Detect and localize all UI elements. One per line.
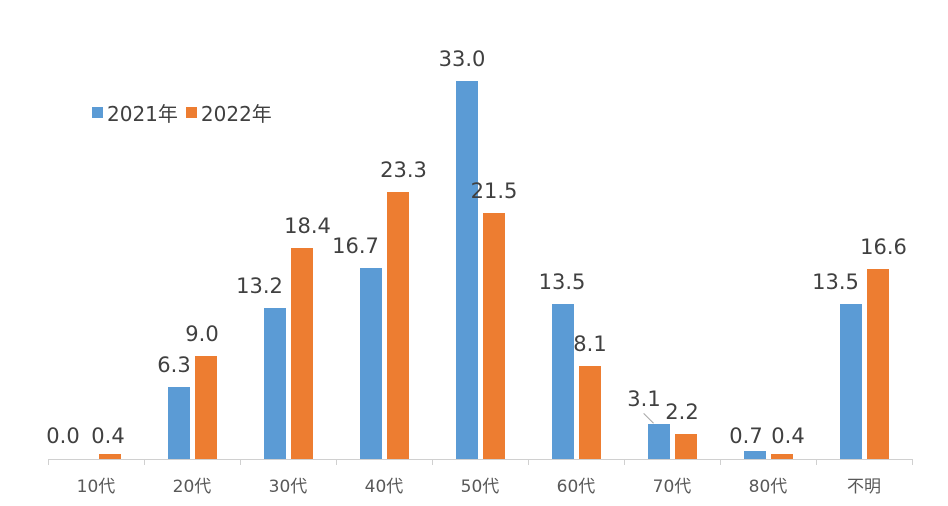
data-label-2021: 13.2 <box>236 273 283 298</box>
x-axis-label: 60代 <box>556 477 596 497</box>
bar-2022 <box>290 248 313 459</box>
x-axis-label: 40代 <box>364 477 404 497</box>
x-axis-tick <box>336 459 337 465</box>
legend-swatch-2022 <box>185 107 197 118</box>
bar-2022 <box>482 212 505 459</box>
data-label-2022: 21.5 <box>470 178 518 203</box>
x-axis-label: 不明 <box>847 477 881 497</box>
legend-label-2022: 2022年 <box>200 102 272 126</box>
x-axis-tick <box>240 459 241 465</box>
legend-item-2021: 2021年 <box>92 98 178 127</box>
x-axis-tick <box>720 459 721 465</box>
bar-2022 <box>194 355 217 459</box>
x-axis-label: 20代 <box>172 477 212 497</box>
bar-2022 <box>386 192 409 459</box>
chart-legend: 2021年 2022年 <box>92 98 280 127</box>
x-axis-tick <box>144 459 145 465</box>
x-axis-label: 30代 <box>268 477 308 497</box>
x-axis-tick <box>432 459 433 465</box>
data-label-2021: 13.5 <box>812 270 859 295</box>
bar-2022 <box>578 366 601 459</box>
data-label-2021: 0.0 <box>46 424 80 448</box>
bar-2021 <box>359 267 382 459</box>
data-label-2021: 0.7 <box>729 424 763 448</box>
bar-2021 <box>167 386 190 459</box>
data-label-2022: 18.4 <box>284 214 331 239</box>
bar-2021 <box>263 307 286 459</box>
x-axis-tick <box>816 459 817 465</box>
data-label-2022: 23.3 <box>380 158 427 183</box>
bar-2022 <box>98 454 121 459</box>
x-axis-label: 80代 <box>748 477 788 497</box>
bar-2022 <box>866 268 889 459</box>
legend-swatch-2021 <box>92 107 103 118</box>
data-label-2021: 33.0 <box>438 47 486 72</box>
data-label-2022: 9.0 <box>185 321 219 346</box>
bar-2022 <box>674 433 697 459</box>
data-label-2022: 0.4 <box>91 424 125 448</box>
bar-2021 <box>743 450 766 459</box>
legend-label-2021: 2021年 <box>107 102 178 126</box>
data-label-2022: 0.4 <box>771 424 805 448</box>
x-axis-tick <box>48 459 49 465</box>
x-axis-tick <box>528 459 529 465</box>
bar-2021 <box>551 304 574 459</box>
x-axis-tick <box>912 459 913 465</box>
legend-item-2022: 2022年 <box>185 98 272 127</box>
x-axis-label: 10代 <box>76 477 116 497</box>
bar-2021 <box>647 423 670 459</box>
data-label-2021: 6.3 <box>157 352 191 377</box>
x-axis-line <box>48 459 912 460</box>
bar-2021 <box>455 81 478 459</box>
data-label-2021: 3.1 <box>627 387 661 411</box>
x-axis-label: 50代 <box>460 477 500 497</box>
data-label-2022: 16.6 <box>860 234 907 259</box>
data-label-leader-line <box>643 413 654 424</box>
data-label-2021: 16.7 <box>332 233 379 258</box>
x-axis-label: 70代 <box>652 477 692 497</box>
data-label-2021: 13.5 <box>538 270 586 295</box>
bar-2021 <box>839 304 862 459</box>
data-label-2022: 8.1 <box>573 332 607 357</box>
x-axis-tick <box>624 459 625 465</box>
data-label-2022: 2.2 <box>665 400 699 424</box>
bar-2022 <box>770 454 793 459</box>
